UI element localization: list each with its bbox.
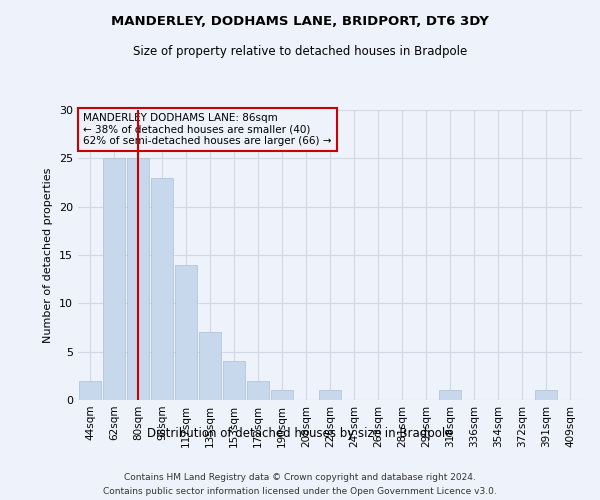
Text: Distribution of detached houses by size in Bradpole: Distribution of detached houses by size … [147, 428, 453, 440]
Y-axis label: Number of detached properties: Number of detached properties [43, 168, 53, 342]
Bar [199, 332, 221, 400]
Bar [175, 264, 197, 400]
Bar [103, 158, 125, 400]
Bar [271, 390, 293, 400]
Text: MANDERLEY DODHAMS LANE: 86sqm
← 38% of detached houses are smaller (40)
62% of s: MANDERLEY DODHAMS LANE: 86sqm ← 38% of d… [83, 113, 332, 146]
Bar [151, 178, 173, 400]
Text: Size of property relative to detached houses in Bradpole: Size of property relative to detached ho… [133, 45, 467, 58]
Bar [79, 380, 101, 400]
Text: Contains HM Land Registry data © Crown copyright and database right 2024.: Contains HM Land Registry data © Crown c… [124, 472, 476, 482]
Bar [247, 380, 269, 400]
Text: Contains public sector information licensed under the Open Government Licence v3: Contains public sector information licen… [103, 488, 497, 496]
Bar [439, 390, 461, 400]
Bar [127, 158, 149, 400]
Bar [535, 390, 557, 400]
Bar [223, 362, 245, 400]
Bar [319, 390, 341, 400]
Text: MANDERLEY, DODHAMS LANE, BRIDPORT, DT6 3DY: MANDERLEY, DODHAMS LANE, BRIDPORT, DT6 3… [111, 15, 489, 28]
